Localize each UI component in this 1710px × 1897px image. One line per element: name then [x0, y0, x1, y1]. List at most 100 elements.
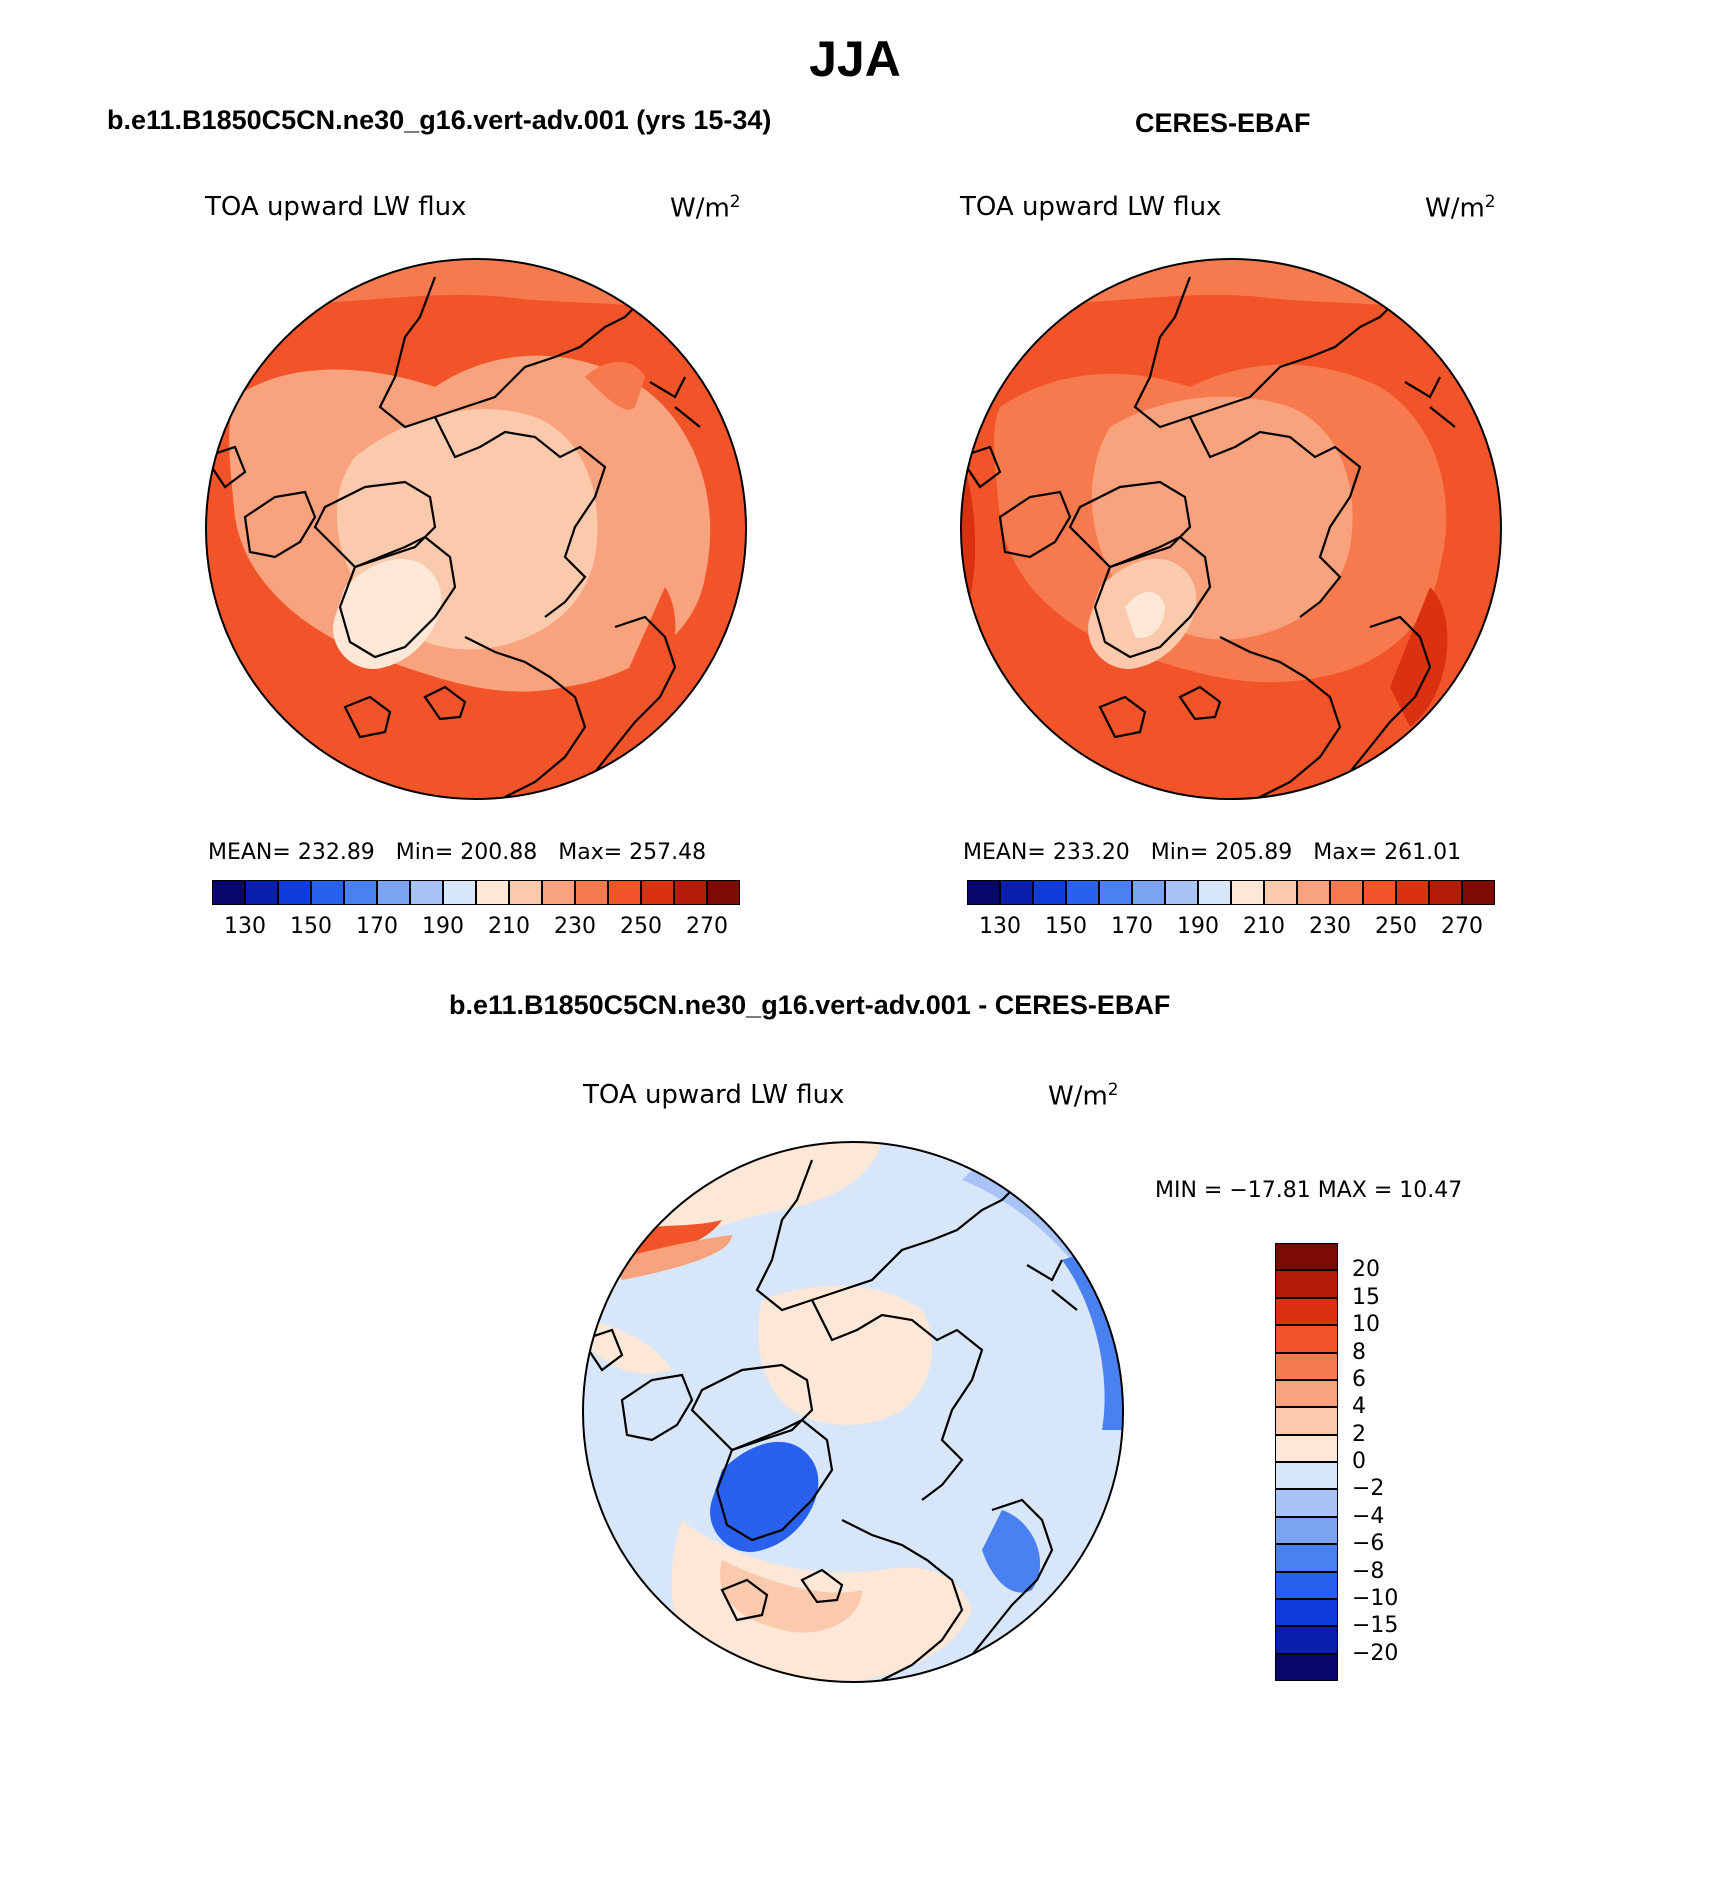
- colorbar-tick-label: 2: [1352, 1421, 1366, 1447]
- variable-label-diff: TOA upward LW flux: [583, 1080, 845, 1110]
- colorbar-tick-label: 20: [1352, 1257, 1380, 1283]
- colorbar-tick-label: 10: [1352, 1312, 1380, 1338]
- colorbar-swatch: [1297, 880, 1330, 905]
- colorbar-swatch: [1099, 880, 1132, 905]
- colorbar-swatch: [1000, 880, 1033, 905]
- colorbar-swatch: [509, 880, 542, 905]
- stats-obs: MEAN= 233.20 Min= 205.89 Max= 261.01: [963, 840, 1462, 865]
- colorbar-swatch: [1275, 1434, 1338, 1462]
- colorbar-tick-label: −4: [1352, 1503, 1385, 1529]
- colorbar-obs: [967, 880, 1495, 905]
- colorbar-diff: [1275, 1243, 1338, 1681]
- coastlines-obs: [961, 276, 1456, 798]
- colorbar-swatch: [707, 880, 740, 905]
- colorbar-swatch: [608, 880, 641, 905]
- colorbar-swatch: [1198, 880, 1231, 905]
- units-label-model: W/m2: [670, 192, 741, 224]
- variable-label-obs: TOA upward LW flux: [960, 192, 1222, 222]
- colorbar-tick-label: 230: [1309, 914, 1351, 939]
- colorbar-swatch: [1275, 1325, 1338, 1353]
- colorbar-tick-label: 250: [620, 914, 662, 939]
- map-model-greenland-ice: [333, 558, 442, 669]
- colorbar-swatch: [1275, 1598, 1338, 1627]
- colorbar-swatch: [575, 880, 608, 905]
- colorbar-swatch: [967, 880, 1000, 905]
- colorbar-swatch: [1275, 1516, 1338, 1545]
- colorbar-model-ticks: 130 150 170 190 210 230 250 270: [212, 914, 740, 944]
- colorbar-swatch: [1066, 880, 1099, 905]
- colorbar-swatch: [1231, 880, 1264, 905]
- colorbar-swatch: [1033, 880, 1066, 905]
- colorbar-tick-label: 15: [1352, 1284, 1380, 1310]
- colorbar-swatch: [1429, 880, 1462, 905]
- coastlines-diff: [583, 1159, 1078, 1681]
- colorbar-swatch: [1275, 1653, 1338, 1681]
- colorbar-tick-label: 230: [554, 914, 596, 939]
- colorbar-tick-label: 150: [1045, 914, 1087, 939]
- colorbar-obs-ticks: 130 150 170 190 210 230 250 270: [967, 914, 1495, 944]
- colorbar-model: [212, 880, 740, 905]
- variable-label-model: TOA upward LW flux: [205, 192, 467, 222]
- colorbar-swatch: [410, 880, 443, 905]
- colorbar-swatch: [1275, 1243, 1338, 1271]
- colorbar-tick-label: 0: [1352, 1449, 1366, 1474]
- map-model-border: [205, 258, 747, 800]
- colorbar-swatch: [1275, 1544, 1338, 1572]
- colorbar-tick-label: −2: [1352, 1476, 1385, 1502]
- coastlines-model: [206, 276, 701, 798]
- colorbar-tick-label: −10: [1352, 1585, 1399, 1611]
- colorbar-tick-label: −8: [1352, 1558, 1385, 1584]
- colorbar-swatch: [245, 880, 278, 905]
- colorbar-swatch: [1275, 1626, 1338, 1654]
- map-diff: [582, 1141, 1124, 1683]
- colorbar-tick-label: −20: [1352, 1640, 1399, 1666]
- colorbar-swatch: [542, 880, 575, 905]
- colorbar-tick-label: −15: [1352, 1613, 1399, 1639]
- colorbar-tick-label: 6: [1352, 1366, 1366, 1392]
- colorbar-swatch: [1275, 1571, 1338, 1599]
- colorbar-diff-ticks: 20 15 10 8 6 4 2 0 −2 −4 −6 −8 −10 −15 −20: [1352, 1243, 1432, 1681]
- colorbar-swatch: [1275, 1297, 1338, 1326]
- colorbar-swatch: [1165, 880, 1198, 905]
- colorbar-swatch: [377, 880, 410, 905]
- minmax-diff: MIN = −17.81 MAX = 10.47: [1155, 1178, 1463, 1203]
- colorbar-swatch: [641, 880, 674, 905]
- colorbar-swatch: [344, 880, 377, 905]
- colorbar-swatch: [1264, 880, 1297, 905]
- stats-model: MEAN= 232.89 Min= 200.88 Max= 257.48: [208, 840, 707, 865]
- figure-title: JJA: [809, 31, 901, 87]
- colorbar-tick-label: 210: [488, 914, 530, 939]
- colorbar-tick-label: −6: [1352, 1531, 1385, 1557]
- colorbar-tick-label: 4: [1352, 1394, 1366, 1420]
- units-label-diff: W/m2: [1048, 1080, 1119, 1112]
- colorbar-swatch: [1275, 1270, 1338, 1298]
- colorbar-tick-label: 170: [356, 914, 398, 939]
- colorbar-swatch: [1275, 1462, 1338, 1490]
- colorbar-swatch: [674, 880, 707, 905]
- map-diff-border: [582, 1141, 1124, 1683]
- colorbar-swatch: [278, 880, 311, 905]
- colorbar-swatch: [443, 880, 476, 905]
- map-diff-region-warm: [758, 1286, 933, 1425]
- colorbar-tick-label: 190: [422, 914, 464, 939]
- map-model: [205, 258, 747, 800]
- colorbar-swatch: [1363, 880, 1396, 905]
- colorbar-tick-label: 270: [686, 914, 728, 939]
- colorbar-swatch: [1132, 880, 1165, 905]
- colorbar-tick-label: 250: [1375, 914, 1417, 939]
- colorbar-tick-label: 270: [1441, 914, 1483, 939]
- units-label-obs: W/m2: [1425, 192, 1496, 224]
- colorbar-tick-label: 130: [224, 914, 266, 939]
- colorbar-tick-label: 210: [1243, 914, 1285, 939]
- map-diff-greenland: [710, 1441, 819, 1552]
- colorbar-swatch: [476, 880, 509, 905]
- colorbar-tick-label: 130: [979, 914, 1021, 939]
- colorbar-swatch: [1275, 1379, 1338, 1408]
- panel-title-diff: b.e11.B1850C5CN.ne30_g16.vert-adv.001 - …: [449, 990, 1171, 1020]
- colorbar-swatch: [1275, 1407, 1338, 1435]
- map-obs: [960, 258, 1502, 800]
- colorbar-tick-label: 8: [1352, 1339, 1366, 1365]
- colorbar-swatch: [1396, 880, 1429, 905]
- colorbar-swatch: [212, 880, 245, 905]
- colorbar-swatch: [1275, 1489, 1338, 1517]
